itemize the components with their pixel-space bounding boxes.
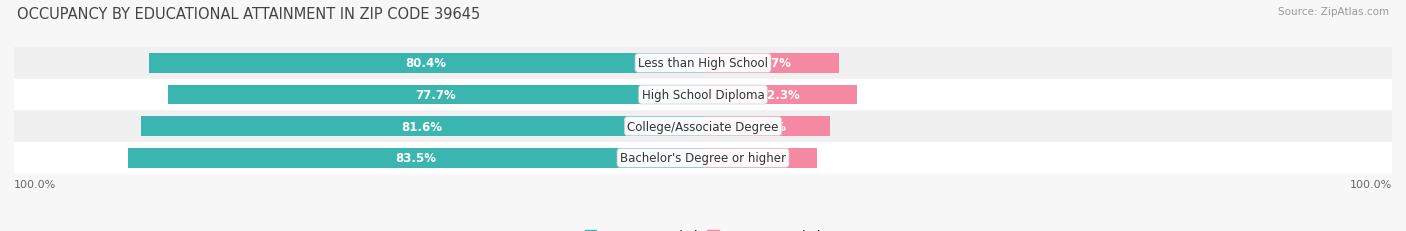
Bar [703,117,830,136]
Bar [128,148,703,168]
Text: 18.4%: 18.4% [745,120,787,133]
Text: 16.5%: 16.5% [740,152,780,165]
Text: 100.0%: 100.0% [1350,179,1392,189]
Text: High School Diploma: High School Diploma [641,89,765,102]
Text: 22.3%: 22.3% [759,89,800,102]
Text: 19.7%: 19.7% [751,57,792,70]
Text: Bachelor's Degree or higher: Bachelor's Degree or higher [620,152,786,165]
FancyBboxPatch shape [14,79,1392,111]
FancyBboxPatch shape [14,111,1392,142]
Text: 80.4%: 80.4% [405,57,447,70]
Bar [149,54,703,73]
Text: Less than High School: Less than High School [638,57,768,70]
Text: 77.7%: 77.7% [415,89,456,102]
Bar [703,54,839,73]
Legend: Owner-occupied, Renter-occupied: Owner-occupied, Renter-occupied [579,224,827,231]
Text: 100.0%: 100.0% [14,179,56,189]
Text: Source: ZipAtlas.com: Source: ZipAtlas.com [1278,7,1389,17]
Bar [141,117,703,136]
Bar [703,148,817,168]
Text: 83.5%: 83.5% [395,152,436,165]
Bar [167,85,703,105]
Text: College/Associate Degree: College/Associate Degree [627,120,779,133]
Text: 81.6%: 81.6% [401,120,443,133]
Bar [703,85,856,105]
Text: OCCUPANCY BY EDUCATIONAL ATTAINMENT IN ZIP CODE 39645: OCCUPANCY BY EDUCATIONAL ATTAINMENT IN Z… [17,7,479,22]
FancyBboxPatch shape [14,48,1392,79]
FancyBboxPatch shape [14,142,1392,174]
